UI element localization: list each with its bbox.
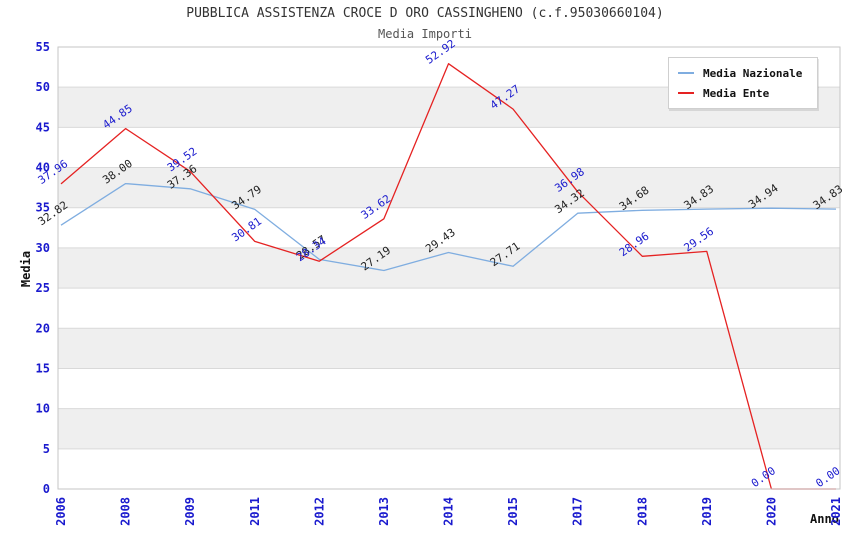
svg-text:2012: 2012 bbox=[312, 497, 326, 526]
svg-text:15: 15 bbox=[36, 361, 50, 375]
svg-text:2011: 2011 bbox=[248, 497, 262, 526]
svg-text:5: 5 bbox=[43, 442, 50, 456]
chart-title: PUBBLICA ASSISTENZA CROCE D ORO CASSINGH… bbox=[186, 6, 664, 21]
svg-text:30: 30 bbox=[36, 241, 50, 255]
chart-legend: Media Nazionale Media Ente bbox=[668, 57, 818, 109]
legend-label-media-ente: Media Ente bbox=[703, 86, 770, 100]
svg-text:2020: 2020 bbox=[764, 497, 778, 526]
legend-swatch-media-ente bbox=[678, 92, 694, 94]
x-axis-title: Anno bbox=[810, 512, 839, 526]
y-axis-ticks: 0 5 10 15 20 25 30 35 40 45 50 55 bbox=[36, 40, 50, 496]
grid-bands bbox=[58, 87, 840, 449]
svg-text:2018: 2018 bbox=[635, 497, 649, 526]
svg-text:0.00: 0.00 bbox=[813, 464, 842, 490]
svg-text:2014: 2014 bbox=[442, 497, 456, 526]
chart-subtitle: Media Importi bbox=[378, 27, 472, 41]
svg-text:2013: 2013 bbox=[377, 497, 391, 526]
plot-border bbox=[57, 46, 841, 490]
legend-swatch-media-nazionale bbox=[678, 72, 694, 74]
svg-text:35: 35 bbox=[36, 201, 50, 215]
series-line-media-ente bbox=[60, 63, 836, 490]
svg-text:2017: 2017 bbox=[571, 497, 585, 526]
svg-text:20: 20 bbox=[36, 321, 50, 335]
svg-text:40: 40 bbox=[36, 161, 50, 175]
svg-text:25: 25 bbox=[36, 281, 50, 295]
svg-text:2019: 2019 bbox=[700, 497, 714, 526]
svg-text:50: 50 bbox=[36, 80, 50, 94]
svg-text:2006: 2006 bbox=[54, 497, 68, 526]
svg-text:10: 10 bbox=[36, 402, 50, 416]
svg-text:0.00: 0.00 bbox=[749, 464, 778, 490]
gridlines bbox=[58, 86, 840, 450]
svg-text:45: 45 bbox=[36, 120, 50, 134]
svg-text:55: 55 bbox=[36, 40, 50, 54]
svg-text:2009: 2009 bbox=[183, 497, 197, 526]
svg-text:2015: 2015 bbox=[506, 497, 520, 526]
legend-item-media-nazionale[interactable]: Media Nazionale bbox=[678, 63, 808, 83]
x-axis-ticks: 2006 2008 2009 2011 2012 2013 2014 2015 2017 2018… bbox=[54, 497, 843, 526]
legend-item-media-ente[interactable]: Media Ente bbox=[678, 83, 808, 103]
svg-text:2021: 2021 bbox=[829, 497, 843, 526]
svg-text:2008: 2008 bbox=[119, 497, 133, 526]
series-line-media-nazionale bbox=[60, 182, 837, 272]
legend-label-media-nazionale: Media Nazionale bbox=[703, 66, 803, 80]
svg-text:0: 0 bbox=[43, 482, 50, 496]
svg-text:52.92: 52.92 bbox=[423, 37, 458, 67]
